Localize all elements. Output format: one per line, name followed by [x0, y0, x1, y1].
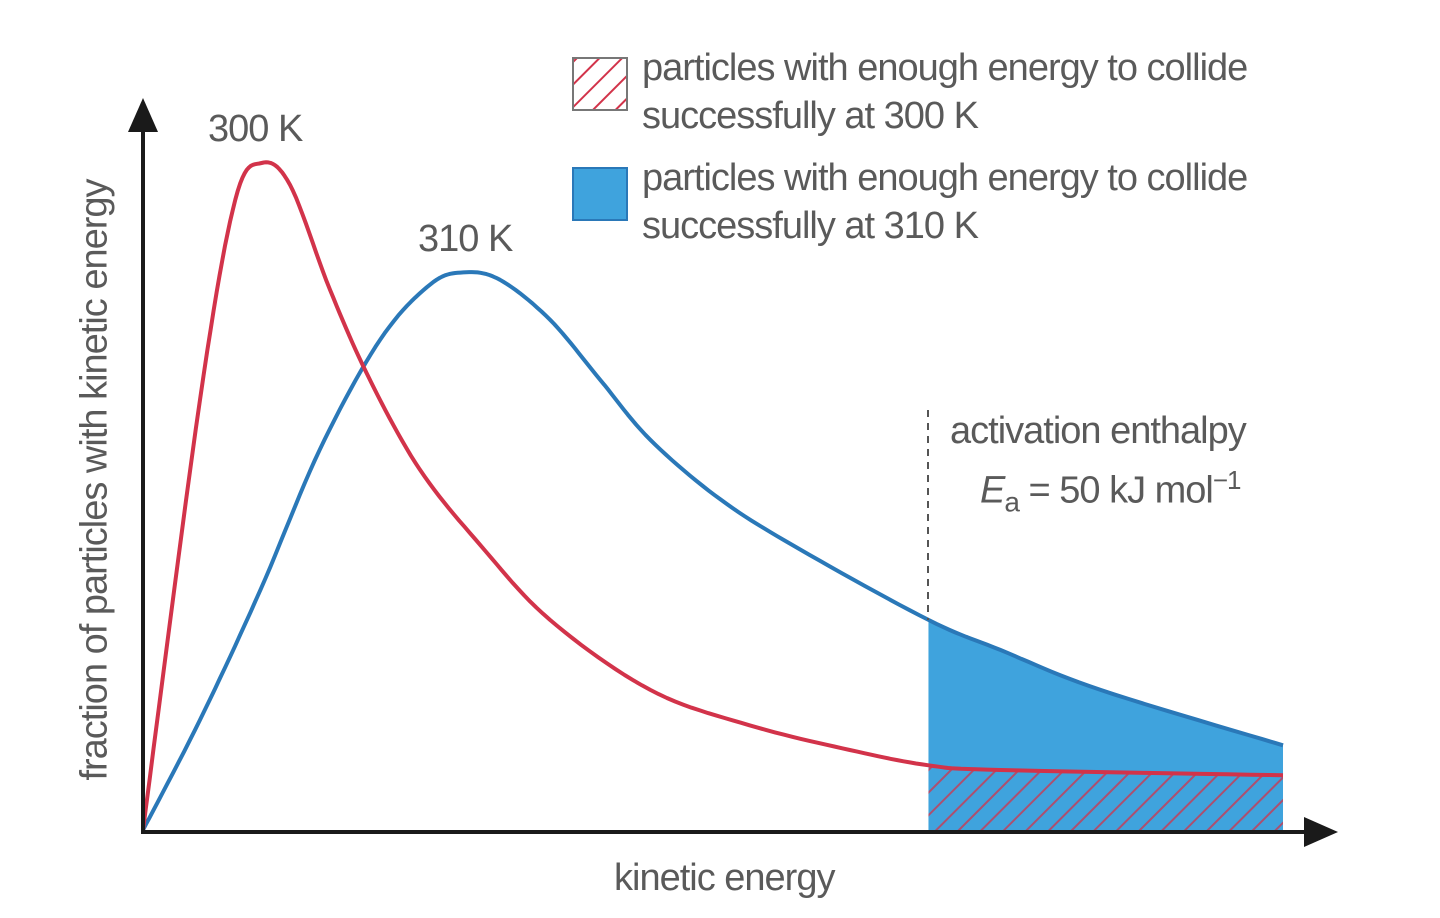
y-axis-arrow — [128, 98, 158, 132]
activation-value: Ea = 50 kJ mol−1 — [980, 464, 1242, 519]
legend-swatch-310k — [572, 167, 628, 221]
ea-value: = 50 kJ mol — [1018, 469, 1213, 512]
curve-310k — [141, 270, 1284, 831]
legend-swatch-300k — [572, 57, 628, 111]
ea-superscript: −1 — [1212, 465, 1242, 495]
curve-label-310k: 310 K — [418, 218, 513, 260]
activation-label: activation enthalpy — [950, 410, 1247, 452]
ea-symbol: E — [980, 469, 1005, 512]
legend-text-line2: successfully at 300 K — [642, 94, 979, 137]
x-axis-arrow — [1304, 817, 1338, 847]
legend-item-310k: particles with enough energy to collide … — [642, 155, 1248, 250]
curve-300k — [141, 160, 1284, 831]
legend-item-300k: particles with enough energy to collide … — [642, 45, 1248, 140]
curve-label-300k: 300 K — [208, 108, 303, 150]
legend-text-line1: particles with enough energy to collide — [642, 157, 1248, 199]
legend-text-line1: particles with enough energy to collide — [642, 47, 1248, 89]
legend-text-line2: successfully at 310 K — [642, 204, 979, 247]
area-300k-above-ea — [928, 765, 1283, 830]
ea-subscript: a — [1004, 486, 1020, 518]
y-axis-label: fraction of particles with kinetic energ… — [73, 179, 116, 781]
x-axis-label: kinetic energy — [614, 857, 835, 899]
